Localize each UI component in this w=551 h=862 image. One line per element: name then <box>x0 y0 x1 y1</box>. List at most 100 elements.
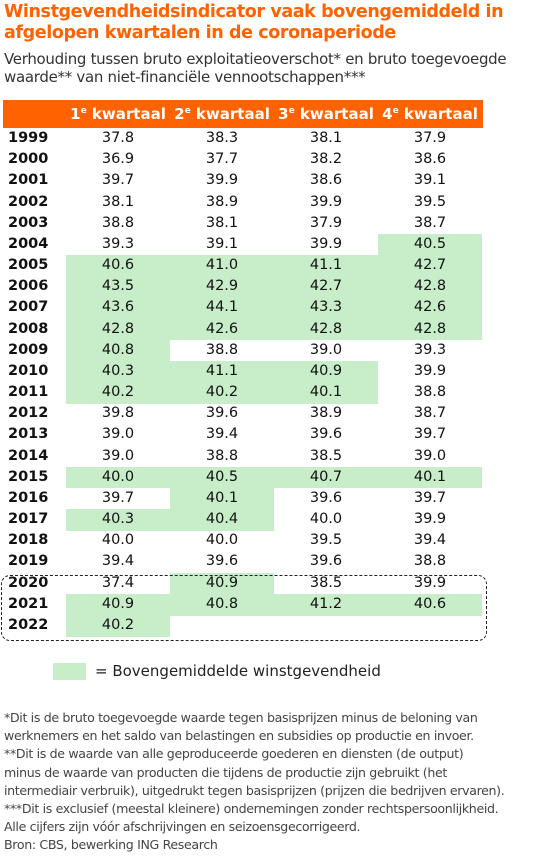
table-cell-value: 39.4 <box>101 553 135 570</box>
chart-title: Winstgevendheidsindicator vaak bovengemi… <box>4 2 504 43</box>
above-average-highlight <box>66 466 170 489</box>
above-average-highlight <box>66 318 170 341</box>
row-year-label: 2001 <box>8 172 49 189</box>
table-cell-value: 39.3 <box>101 235 135 252</box>
table-cell-value: 37.9 <box>309 214 343 231</box>
above-average-highlight <box>274 318 378 341</box>
column-header-label: kwartaal <box>86 105 166 123</box>
table-cell-value: 39.8 <box>101 405 135 422</box>
footnote-line: ***Dit is exclusief (meestal kleinere) o… <box>4 801 499 817</box>
above-average-highlight <box>274 276 378 298</box>
table-cell-value: 39.1 <box>413 172 447 189</box>
above-average-highlight <box>170 593 274 616</box>
above-average-highlight <box>170 487 274 510</box>
row-year-label: 2021 <box>8 595 49 612</box>
above-average-highlight <box>274 360 378 383</box>
table-cell-value: 39.1 <box>205 235 239 252</box>
above-average-highlight <box>170 318 274 341</box>
table-cell-value: 40.8 <box>205 595 239 612</box>
row-year-label: 1999 <box>8 130 49 146</box>
above-average-highlight <box>170 509 274 531</box>
table-cell-value: 42.8 <box>101 320 135 337</box>
table-cell-value: 39.7 <box>413 426 447 443</box>
above-average-highlight <box>170 572 274 595</box>
row-year-label: 2013 <box>8 426 49 443</box>
row-year-label: 2018 <box>8 532 49 549</box>
table-cell-value: 40.1 <box>309 384 343 401</box>
table-cell-value: 40.3 <box>101 511 135 528</box>
footnote-line: werknemers en het saldo van belastingen … <box>4 728 474 744</box>
row-year-label: 2007 <box>8 299 49 316</box>
above-average-highlight <box>378 276 482 298</box>
table-cell-value: 40.3 <box>101 362 135 379</box>
row-year-label: 2012 <box>8 405 49 422</box>
table-cell-value: 40.1 <box>205 489 239 506</box>
table-cell-value: 39.5 <box>413 193 447 210</box>
table-cell-value: 38.9 <box>309 405 343 422</box>
above-average-highlight <box>170 360 274 383</box>
table-cell-value: 36.9 <box>101 151 135 168</box>
column-header-q1: 1e kwartaal <box>66 100 170 128</box>
table-cell-value: 40.5 <box>413 235 447 252</box>
table-cell-value: 43.6 <box>101 299 135 316</box>
table-cell-value: 39.6 <box>205 553 239 570</box>
table-cell-value: 38.3 <box>205 130 239 146</box>
table-cell-value: 40.6 <box>101 257 135 274</box>
table-cell-value: 42.9 <box>205 278 239 295</box>
table-cell-value: 38.8 <box>101 214 135 231</box>
table-cell-value: 42.6 <box>413 299 447 316</box>
table-cell-value: 40.0 <box>101 532 135 549</box>
table-cell-value: 39.9 <box>205 172 239 189</box>
above-average-highlight <box>274 255 378 277</box>
table-cell-value: 39.9 <box>413 511 447 528</box>
above-average-highlight <box>170 255 274 277</box>
above-average-highlight <box>170 276 274 298</box>
footnote-line: **Dit is de waarde van alle geproduceerd… <box>4 746 464 762</box>
table-cell-value: 37.7 <box>205 151 239 168</box>
table-cell-value: 41.2 <box>309 595 343 612</box>
table-cell-value: 40.2 <box>101 616 135 633</box>
row-year-label: 2014 <box>8 447 49 464</box>
table-cell-value: 42.8 <box>413 320 447 337</box>
table-cell-value: 37.9 <box>413 130 447 146</box>
table-cell-value: 39.9 <box>413 362 447 379</box>
table-cell-value: 38.6 <box>413 151 447 168</box>
table-cell-value: 37.8 <box>101 130 135 146</box>
table-cell-value: 39.4 <box>205 426 239 443</box>
footnote-line: *Dit is de bruto toegevoegde waarde tege… <box>4 710 478 725</box>
chart-subtitle: Verhouding tussen bruto exploitatieovers… <box>4 50 507 86</box>
table-cell-value: 38.8 <box>413 384 447 401</box>
table-cell-value: 40.9 <box>309 362 343 379</box>
table-cell-value: 40.0 <box>309 511 343 528</box>
column-header-label: kwartaal <box>294 105 374 123</box>
row-year-label: 2000 <box>8 151 49 168</box>
table-cell-value: 39.6 <box>205 405 239 422</box>
row-year-label: 2006 <box>8 278 49 295</box>
column-header-superscript: e <box>80 106 87 116</box>
row-year-label: 2009 <box>8 341 49 358</box>
table-cell-value: 42.8 <box>309 320 343 337</box>
column-header-number: 3 <box>278 105 289 123</box>
column-header-number: 4 <box>382 105 393 123</box>
table-cell-value: 39.7 <box>413 489 447 506</box>
row-year-label: 2003 <box>8 214 49 231</box>
table-cell-value: 42.7 <box>413 257 447 274</box>
above-average-highlight <box>274 466 378 489</box>
table-cell-value: 39.0 <box>413 447 447 464</box>
table-cell-value: 39.0 <box>101 426 135 443</box>
row-year-label: 2011 <box>8 384 49 401</box>
above-average-highlight <box>66 255 170 277</box>
above-average-highlight <box>274 382 378 404</box>
row-year-label: 2002 <box>8 193 49 210</box>
row-year-label: 2015 <box>8 468 49 485</box>
above-average-highlight <box>378 297 482 320</box>
above-average-highlight <box>66 382 170 404</box>
table-cell-value: 38.7 <box>413 405 447 422</box>
above-average-highlight <box>274 593 378 616</box>
row-year-label: 2008 <box>8 320 49 337</box>
table-cell-value: 39.9 <box>413 574 447 591</box>
table-cell-value: 37.4 <box>101 574 135 591</box>
table-cell-value: 41.1 <box>205 362 239 379</box>
table-cell-value: 39.5 <box>309 532 343 549</box>
footnotes: *Dit is de bruto toegevoegde waarde tege… <box>4 709 549 855</box>
